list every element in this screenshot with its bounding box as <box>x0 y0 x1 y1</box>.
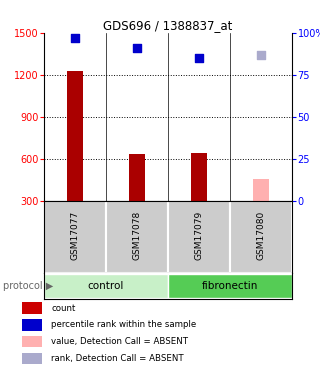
Bar <box>22 319 42 330</box>
Bar <box>168 201 230 273</box>
Bar <box>44 201 106 273</box>
Point <box>196 55 202 61</box>
Point <box>259 52 264 58</box>
Bar <box>168 273 292 298</box>
Bar <box>230 201 292 273</box>
Text: fibronectin: fibronectin <box>202 281 258 291</box>
Title: GDS696 / 1388837_at: GDS696 / 1388837_at <box>103 19 233 32</box>
Text: control: control <box>88 281 124 291</box>
Text: count: count <box>51 304 76 313</box>
Bar <box>22 302 42 314</box>
Text: GSM17078: GSM17078 <box>132 211 141 260</box>
Bar <box>22 352 42 364</box>
Text: GSM17079: GSM17079 <box>195 211 204 260</box>
Bar <box>191 153 207 201</box>
Text: GSM17080: GSM17080 <box>257 211 266 260</box>
Bar <box>253 178 269 201</box>
Text: protocol ▶: protocol ▶ <box>3 281 53 291</box>
Bar <box>22 336 42 347</box>
Text: value, Detection Call = ABSENT: value, Detection Call = ABSENT <box>51 337 188 346</box>
Bar <box>44 273 168 298</box>
Text: GSM17077: GSM17077 <box>70 211 79 260</box>
Point <box>134 45 140 51</box>
Bar <box>129 154 145 201</box>
Text: rank, Detection Call = ABSENT: rank, Detection Call = ABSENT <box>51 354 184 363</box>
Bar <box>106 201 168 273</box>
Point <box>72 35 77 41</box>
Text: percentile rank within the sample: percentile rank within the sample <box>51 320 196 329</box>
Bar <box>67 71 83 201</box>
